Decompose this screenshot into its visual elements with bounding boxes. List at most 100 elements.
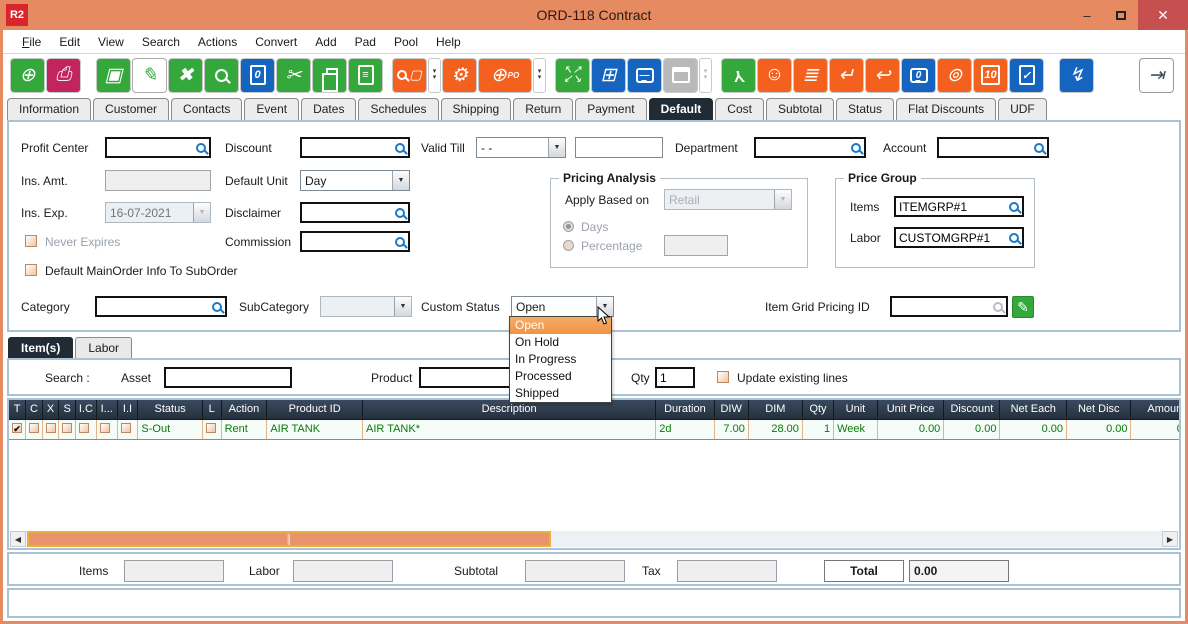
commission-field[interactable] — [300, 231, 410, 252]
dropdown-option-on-hold[interactable]: On Hold — [515, 335, 560, 349]
col-product-id[interactable]: Product ID — [266, 400, 363, 420]
item-grid-pricing-input[interactable] — [895, 299, 993, 314]
cell-net-disc[interactable]: 0.00 — [1066, 419, 1132, 440]
col-discount[interactable]: Discount — [943, 400, 1001, 420]
dropdown-option-in-progress[interactable]: In Progress — [515, 352, 577, 366]
col-ii[interactable]: I.I — [117, 400, 139, 420]
options-gears-icon[interactable]: ⚙ — [443, 58, 476, 92]
search-icon[interactable] — [1009, 232, 1019, 243]
exit-icon[interactable]: ⇥ — [1140, 58, 1173, 92]
tab-contacts[interactable]: Contacts — [171, 98, 243, 120]
cell-status[interactable]: S-Out — [137, 419, 203, 440]
col-x[interactable]: X — [42, 400, 60, 420]
category-input[interactable] — [100, 299, 212, 314]
cell-action[interactable]: Rent — [221, 419, 268, 440]
workflow-icon[interactable]: ⊞ — [592, 58, 625, 92]
col-c[interactable]: C — [25, 400, 43, 420]
dropdown-arrow-icon[interactable]: ▼ — [392, 171, 409, 190]
cell-x[interactable] — [42, 419, 60, 440]
row-checkbox[interactable] — [205, 422, 216, 433]
cell-ic[interactable] — [75, 419, 97, 440]
commission-input[interactable] — [305, 234, 395, 249]
col-t[interactable]: T — [9, 400, 27, 420]
col-duration[interactable]: Duration — [655, 400, 715, 420]
tab-labor[interactable]: Labor — [75, 337, 133, 358]
grid-row[interactable]: ✔ S-Out Rent AIR TANK AIR TANK* 2d 7.00 … — [9, 419, 1179, 440]
default-unit-combo[interactable]: Day ▼ — [300, 170, 410, 191]
paste-icon[interactable]: ≡ — [349, 58, 382, 92]
edit-icon[interactable]: ✎ — [133, 58, 166, 92]
row-checkbox[interactable] — [29, 422, 40, 433]
menu-view[interactable]: View — [98, 34, 124, 49]
cell-product-id[interactable]: AIR TANK — [266, 419, 363, 440]
subcategory-combo[interactable]: ▼ — [320, 296, 412, 317]
save-icon[interactable]: ▣ — [97, 58, 130, 92]
dropdown-option-processed[interactable]: Processed — [515, 369, 572, 383]
message-notes-icon[interactable]: — — [628, 58, 661, 92]
add-purchase-order-icon[interactable]: ⊕ PO — [479, 58, 531, 92]
menu-file[interactable]: File — [22, 34, 42, 49]
col-description[interactable]: Description — [362, 400, 657, 420]
product-search-more-button[interactable]: ▾ ▾ — [429, 58, 440, 92]
search-icon[interactable] — [1009, 201, 1019, 212]
account-input[interactable] — [942, 140, 1034, 155]
cell-unit[interactable]: Week — [833, 419, 878, 440]
dropdown-option-shipped[interactable]: Shipped — [515, 386, 560, 400]
item-grid-pricing-edit-button[interactable]: ✎ — [1012, 296, 1034, 318]
menu-edit[interactable]: Edit — [59, 34, 81, 49]
qty-input[interactable] — [660, 370, 690, 385]
cell-net-each[interactable]: 0.00 — [999, 419, 1068, 440]
search-icon[interactable] — [196, 142, 206, 153]
profit-center-field[interactable] — [105, 137, 211, 158]
search-icon[interactable] — [205, 58, 238, 92]
row-checkbox-checked[interactable]: ✔ — [12, 423, 22, 434]
tab-status[interactable]: Status — [836, 98, 895, 120]
col-action[interactable]: Action — [221, 400, 268, 420]
customer-smiley-icon[interactable]: ☺ — [758, 58, 791, 92]
price-group-labor-input[interactable] — [899, 230, 1009, 245]
row-checkbox[interactable] — [120, 422, 131, 433]
department-field[interactable] — [754, 137, 866, 158]
minimize-button[interactable]: – — [1083, 7, 1091, 23]
tab-cost[interactable]: Cost — [715, 98, 764, 120]
menu-search[interactable]: Search — [141, 34, 180, 49]
cell-amount[interactable]: 0.00 — [1130, 419, 1179, 440]
search-icon[interactable] — [1034, 142, 1044, 153]
cell-i[interactable] — [96, 419, 118, 440]
close-button[interactable]: ✕ — [1138, 0, 1188, 30]
total-button[interactable]: Total — [824, 560, 904, 582]
discount-input[interactable] — [305, 140, 395, 155]
cell-s[interactable] — [58, 419, 76, 440]
scrollbar-thumb[interactable]: ║ — [27, 531, 551, 547]
cell-unit-price[interactable]: 0.00 — [877, 419, 945, 440]
row-checkbox[interactable] — [62, 422, 73, 433]
dropdown-arrow-icon[interactable]: ▼ — [394, 297, 411, 316]
update-existing-lines-checkbox[interactable] — [717, 371, 729, 383]
tab-event[interactable]: Event — [244, 98, 300, 120]
asset-field[interactable] — [164, 367, 292, 388]
disclaimer-input[interactable] — [305, 205, 395, 220]
menu-convert[interactable]: Convert — [255, 34, 298, 49]
new-order-icon[interactable]: ⊕ — [11, 58, 44, 92]
col-net-disc[interactable]: Net Disc — [1066, 400, 1132, 420]
cell-discount[interactable]: 0.00 — [943, 419, 1001, 440]
cell-diw[interactable]: 7.00 — [714, 419, 749, 440]
row-checkbox[interactable] — [79, 422, 89, 433]
col-status[interactable]: Status — [137, 400, 203, 420]
discount-field[interactable] — [300, 137, 410, 158]
add-purchase-order-more-button[interactable]: ▾ ▾ — [534, 58, 545, 92]
tab-shipping[interactable]: Shipping — [440, 98, 512, 120]
horizontal-scrollbar[interactable]: ◀ ║ ▶ — [10, 531, 1178, 547]
tab-default[interactable]: Default — [648, 98, 714, 120]
maximize-button[interactable] — [1104, 0, 1138, 30]
comments-zero-icon[interactable]: 0 — [902, 58, 935, 92]
product-search-icon[interactable]: ▢ — [393, 58, 426, 92]
col-l[interactable]: L — [202, 400, 222, 420]
price-group-items-input[interactable] — [899, 199, 1009, 214]
menu-pool[interactable]: Pool — [393, 34, 419, 49]
hierarchy-icon[interactable]: Y — [722, 58, 755, 92]
price-group-labor-field[interactable] — [894, 227, 1024, 248]
tab-dates[interactable]: Dates — [301, 98, 357, 120]
cell-l[interactable] — [202, 419, 222, 440]
cell-qty[interactable]: 1 — [802, 419, 835, 440]
